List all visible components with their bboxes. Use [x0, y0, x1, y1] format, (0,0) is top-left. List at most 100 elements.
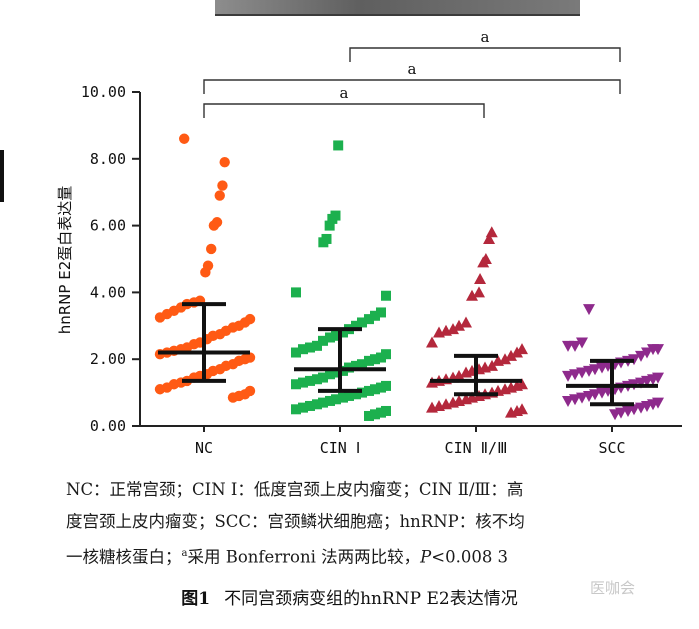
- data-point: [440, 324, 452, 336]
- figure-caption-note: NC：正常宫颈；CIN Ⅰ：低度宫颈上皮内瘤变；CIN Ⅱ/Ⅲ：高 度宫颈上皮内…: [66, 474, 646, 574]
- data-point: [338, 392, 348, 403]
- data-point: [440, 398, 452, 410]
- data-point: [364, 410, 374, 421]
- data-point: [381, 290, 391, 301]
- data-point: [333, 140, 344, 151]
- data-point: [318, 372, 328, 383]
- data-point: [505, 349, 517, 361]
- data-point: [357, 359, 367, 370]
- data-point: [364, 385, 374, 396]
- caption-line-3-pre: 一核糖核蛋白；: [66, 547, 182, 567]
- significance-bracket: [349, 47, 621, 62]
- significance-label: a: [340, 84, 349, 102]
- data-point: [433, 399, 445, 411]
- data-point: [460, 316, 472, 328]
- data-point: [154, 312, 166, 323]
- data-point: [154, 384, 166, 395]
- x-tick-label: NC: [195, 439, 213, 457]
- data-point: [453, 319, 465, 331]
- data-point: [576, 337, 588, 349]
- data-point: [331, 330, 341, 341]
- x-tick-label: SCC: [598, 439, 625, 457]
- y-tick-label: 10.00: [81, 83, 126, 101]
- data-point: [426, 401, 438, 413]
- data-point: [370, 354, 380, 365]
- caption-line-2: 度宫颈上皮内瘤变；SCC：宫颈鳞状细胞癌；hnRNP：核不均: [66, 512, 525, 531]
- data-point: [499, 353, 511, 365]
- data-point: [364, 355, 374, 366]
- y-tick-label: 0.00: [90, 417, 126, 435]
- figure-number: 图1: [181, 589, 211, 609]
- watermark-text: 医咖会: [590, 579, 636, 597]
- data-point: [647, 344, 659, 356]
- data-point: [291, 404, 301, 415]
- data-point: [227, 392, 239, 403]
- data-point: [351, 389, 361, 400]
- significance-label: a: [408, 60, 417, 78]
- data-point: [298, 344, 308, 355]
- data-point: [291, 379, 301, 390]
- data-point: [357, 317, 367, 328]
- caption-line-1: NC：正常宫颈；CIN Ⅰ：低度宫颈上皮内瘤变；CIN Ⅱ/Ⅲ：高: [66, 480, 524, 499]
- data-point: [473, 286, 485, 298]
- data-point: [208, 220, 220, 231]
- data-point: [505, 406, 517, 418]
- data-point: [376, 407, 386, 418]
- data-point: [318, 397, 328, 408]
- data-point: [331, 367, 341, 378]
- data-point: [460, 366, 472, 378]
- data-point: [206, 243, 217, 255]
- p-threshold: <0.008 3: [431, 547, 509, 567]
- data-point: [466, 289, 478, 301]
- data-point: [641, 347, 653, 359]
- data-point: [305, 342, 315, 353]
- data-point: [460, 393, 472, 405]
- data-point: [370, 384, 380, 395]
- figure-title-text: 不同宫颈病变组的hnRNP E2表达情况: [224, 589, 518, 609]
- top-photo-strip: [215, 0, 580, 16]
- data-point: [217, 180, 228, 191]
- data-point: [483, 232, 496, 244]
- data-point: [325, 369, 335, 380]
- data-point: [179, 133, 190, 144]
- data-point: [635, 350, 647, 362]
- data-point: [214, 190, 225, 201]
- data-point: [447, 323, 459, 335]
- data-point: [351, 320, 361, 331]
- significance-label: a: [481, 28, 490, 46]
- data-point: [511, 346, 523, 358]
- data-point: [298, 402, 308, 413]
- significance-bracket: [203, 103, 485, 118]
- significance-superscript: a: [181, 548, 188, 559]
- data-point: [485, 226, 498, 238]
- data-point: [305, 375, 315, 386]
- y-tick-label: 6.00: [90, 217, 126, 235]
- data-point: [325, 395, 335, 406]
- data-point: [305, 400, 315, 411]
- caption-line-3: 一核糖核蛋白；a采用 Bonferroni 法两两比较，P<0.008 3: [66, 538, 646, 574]
- y-tick-label: 4.00: [90, 283, 126, 301]
- data-point: [291, 287, 301, 298]
- data-point: [200, 267, 211, 278]
- data-point: [370, 409, 380, 420]
- data-point: [291, 347, 301, 358]
- data-point: [499, 383, 511, 395]
- significance-bracket: [203, 79, 621, 94]
- data-point: [219, 156, 230, 168]
- data-point: [364, 314, 374, 325]
- data-point: [376, 382, 386, 393]
- data-point: [327, 213, 338, 224]
- data-point: [562, 370, 574, 382]
- scatter-chart: 0.00 2.00 4.00 6.00 8.00 10.00 NC CIN Ⅰ CIN Ⅱ/Ⅲ…: [56, 28, 682, 457]
- x-tick-label: CIN Ⅰ: [320, 439, 361, 457]
- data-point: [312, 340, 322, 351]
- p-symbol: P: [420, 547, 432, 567]
- data-point: [351, 360, 361, 371]
- data-point: [344, 390, 354, 401]
- figure-title: 图1 不同宫颈病变组的hnRNP E2表达情况: [0, 584, 699, 609]
- data-point: [426, 336, 438, 348]
- data-point: [324, 220, 335, 231]
- data-point: [562, 395, 574, 407]
- data-point: [583, 304, 595, 316]
- data-point: [433, 326, 445, 338]
